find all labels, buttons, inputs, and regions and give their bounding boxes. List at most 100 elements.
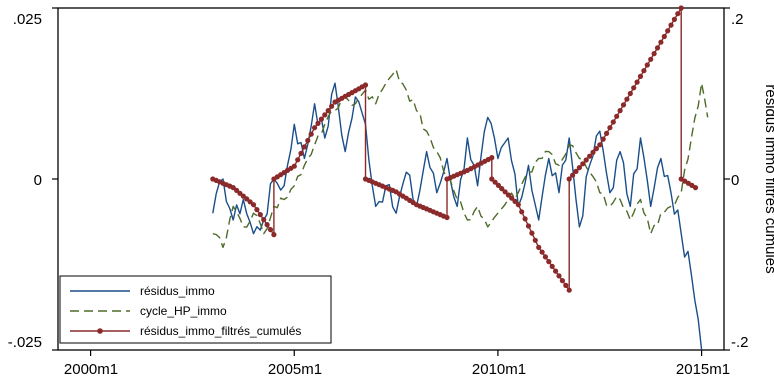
legend-box xyxy=(59,275,332,344)
series-marker xyxy=(512,198,518,204)
series-marker xyxy=(250,202,257,208)
series-marker xyxy=(271,232,277,238)
x-tick-label: 2000m1 xyxy=(64,361,118,378)
y-left-tick-label: .025 xyxy=(13,11,42,28)
x-tick-label: 2015m1 xyxy=(676,361,730,378)
series-line-2 xyxy=(212,68,709,249)
series-marker xyxy=(318,116,324,122)
series-marker xyxy=(675,11,681,17)
series-marker xyxy=(620,102,627,108)
series-layer xyxy=(210,5,709,351)
series-marker xyxy=(505,192,511,198)
series-marker xyxy=(244,196,250,202)
series-marker xyxy=(542,254,549,260)
series-marker xyxy=(525,223,532,229)
series-marker xyxy=(522,216,528,222)
series-marker xyxy=(254,207,260,213)
series-marker xyxy=(247,199,253,205)
series-marker xyxy=(678,5,684,11)
series-marker xyxy=(665,28,671,34)
series-marker xyxy=(631,85,637,91)
series-marker xyxy=(529,230,535,236)
series-marker xyxy=(590,149,596,155)
legend-label: résidus_immo xyxy=(140,284,215,298)
series-marker xyxy=(546,259,552,265)
series-marker xyxy=(502,189,508,195)
series-marker xyxy=(267,227,274,233)
series-marker xyxy=(536,244,542,250)
series-marker xyxy=(580,161,586,167)
series-marker xyxy=(563,282,569,288)
x-tick-labels: 2000m1 2005m1 2010m1 2015m1 xyxy=(64,361,730,378)
series-marker xyxy=(362,82,369,88)
series-marker xyxy=(671,16,678,22)
series-marker xyxy=(692,185,699,191)
series-line-1 xyxy=(212,82,703,351)
y-left-tick-label: 0 xyxy=(34,172,42,189)
series-marker xyxy=(519,209,525,215)
series-marker xyxy=(295,157,301,163)
series-marker xyxy=(515,202,521,208)
series-marker xyxy=(444,214,450,221)
series-marker xyxy=(559,278,566,284)
series-marker xyxy=(570,172,576,178)
series-marker xyxy=(651,51,657,57)
series-marker xyxy=(648,56,654,62)
series-marker xyxy=(573,168,579,174)
series-marker xyxy=(634,79,640,85)
legend-label: résidus_immo_filtrés_cumulés xyxy=(140,324,301,338)
series-marker xyxy=(658,39,664,45)
series-marker xyxy=(329,103,335,109)
series-marker xyxy=(668,22,674,28)
series-marker xyxy=(566,287,572,293)
x-tick-label: 2005m1 xyxy=(268,361,322,378)
series-marker xyxy=(312,125,318,131)
y-left-tick-label: -.025 xyxy=(8,334,42,351)
series-marker xyxy=(576,165,583,171)
series-marker xyxy=(587,153,593,159)
series-marker xyxy=(509,195,515,201)
y-right-axis-title: résidus immo filtrés cumulés xyxy=(762,84,774,273)
series-marker xyxy=(539,249,545,255)
y-right-tick-label: .2 xyxy=(731,11,744,28)
y-right-tick-label: 0 xyxy=(731,172,739,189)
series-marker xyxy=(261,217,267,223)
series-marker xyxy=(495,182,501,188)
series-marker xyxy=(600,136,606,142)
series-marker xyxy=(549,263,555,269)
series-marker xyxy=(489,176,495,182)
series-marker xyxy=(607,125,613,131)
series-marker xyxy=(492,179,498,185)
series-marker xyxy=(661,33,667,40)
series-marker xyxy=(604,130,610,136)
series-marker xyxy=(610,119,616,125)
series-marker xyxy=(654,45,661,51)
legend-label: cycle_HP_immo xyxy=(140,304,227,318)
series-marker xyxy=(583,157,589,163)
legend: résidus_immo cycle_HP_immo résidus_immo_… xyxy=(59,275,332,344)
series-marker xyxy=(532,237,538,243)
series-marker xyxy=(305,137,311,144)
series-marker xyxy=(627,90,633,97)
series-marker xyxy=(624,96,630,102)
series-marker xyxy=(597,142,603,148)
series-marker xyxy=(617,108,623,114)
y-right-tick-label: -.2 xyxy=(731,334,749,351)
y-right-tick-labels: .2 0 -.2 xyxy=(731,11,749,351)
series-marker xyxy=(593,146,600,152)
series-marker xyxy=(637,73,644,79)
y-left-tick-labels: .025 0 -.025 xyxy=(8,11,42,351)
series-marker xyxy=(308,131,314,137)
series-marker xyxy=(257,212,263,218)
series-marker xyxy=(325,108,331,114)
series-marker xyxy=(489,155,495,161)
series-marker xyxy=(614,113,620,119)
series-marker xyxy=(315,120,321,126)
series-marker xyxy=(298,150,304,156)
axis-ticks xyxy=(52,7,730,356)
series-marker xyxy=(301,144,307,150)
series-marker xyxy=(566,176,572,182)
series-marker xyxy=(644,62,650,68)
series-marker xyxy=(291,163,297,169)
